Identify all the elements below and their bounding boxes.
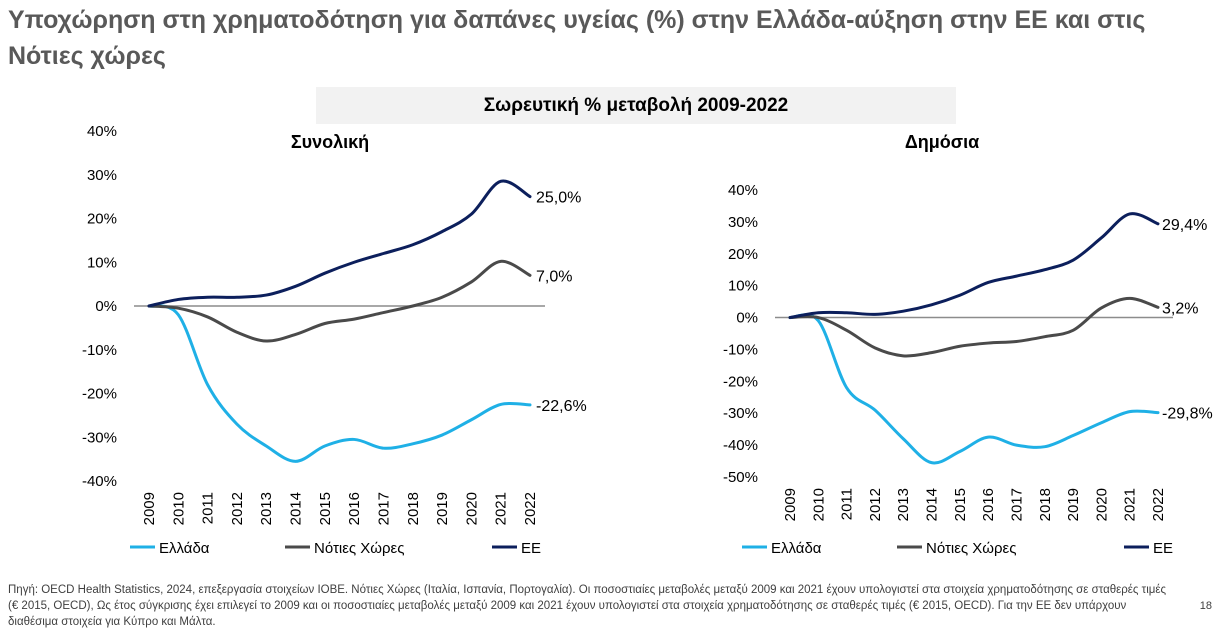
end-label-eu: 25,0%: [536, 190, 581, 207]
x-tick-label: 2017: [1008, 488, 1025, 521]
y-tick-label: 40%: [87, 123, 117, 140]
y-tick-label: 20%: [87, 211, 117, 228]
x-tick-label: 2017: [375, 492, 392, 525]
legend-label-greece: Ελλάδα: [771, 540, 822, 557]
x-tick-label: 2020: [463, 492, 480, 525]
x-tick-label: 2016: [346, 492, 363, 525]
y-tick-label: -10%: [82, 342, 117, 359]
y-tick-label: 30%: [728, 214, 758, 231]
x-tick-label: 2012: [867, 488, 884, 521]
x-tick-label: 2014: [288, 492, 305, 525]
legend-label-south: Νότιες Χώρες: [314, 540, 404, 557]
x-tick-label: 2013: [895, 488, 912, 521]
x-tick-label: 2022: [522, 492, 539, 525]
x-tick-label: 2012: [229, 492, 246, 525]
y-tick-label: -40%: [82, 473, 117, 490]
x-tick-label: 2011: [839, 488, 856, 520]
end-label-greece: -29,8%: [1162, 406, 1213, 423]
y-tick-label: 0%: [736, 310, 758, 327]
section-banner: Σωρευτική % μεταβολή 2009-2022: [316, 87, 956, 124]
x-tick-label: 2015: [952, 488, 969, 521]
slide-title: Υποχώρηση στη χρηματοδότηση για δαπάνες …: [8, 6, 1146, 70]
series-line-greece: [788, 313, 1160, 465]
x-tick-label: 2020: [1093, 488, 1110, 521]
legend-label-south: Νότιες Χώρες: [926, 540, 1016, 557]
x-tick-label: 2009: [141, 492, 158, 525]
y-tick-label: 10%: [87, 254, 117, 271]
series-line-south: [788, 296, 1160, 358]
x-tick-label: 2016: [980, 488, 997, 521]
x-tick-label: 2018: [405, 492, 422, 525]
page-number: 18: [1199, 600, 1212, 612]
x-tick-label: 2022: [1150, 488, 1167, 521]
y-tick-label: -20%: [723, 373, 758, 390]
y-tick-label: -30%: [82, 429, 117, 446]
legend-label-greece: Ελλάδα: [159, 540, 210, 557]
x-tick-label: 2009: [782, 488, 799, 521]
y-tick-label: -10%: [723, 341, 758, 358]
y-tick-label: -50%: [723, 469, 758, 486]
x-tick-label: 2010: [170, 492, 187, 525]
legend-label-eu: ΕΕ: [1153, 540, 1173, 557]
chart-title: Συνολική: [291, 132, 369, 152]
x-tick-label: 2014: [924, 488, 941, 521]
x-tick-label: 2013: [258, 492, 275, 525]
x-tick-label: 2010: [810, 488, 827, 521]
y-tick-label: 10%: [728, 278, 758, 295]
y-tick-label: 40%: [728, 182, 758, 199]
x-tick-label: 2015: [317, 492, 334, 525]
end-label-eu: 29,4%: [1162, 217, 1207, 234]
y-tick-label: -40%: [723, 437, 758, 454]
end-label-south: 3,2%: [1162, 300, 1198, 317]
y-tick-label: -20%: [82, 386, 117, 403]
x-tick-label: 2011: [200, 492, 217, 524]
x-tick-label: 2019: [434, 492, 451, 525]
x-tick-label: 2021: [493, 492, 510, 525]
series-line-eu: [788, 212, 1160, 320]
y-tick-label: 0%: [95, 298, 117, 315]
y-tick-label: 20%: [728, 246, 758, 263]
x-tick-label: 2021: [1122, 488, 1139, 521]
y-tick-label: 30%: [87, 167, 117, 184]
source-note: Πηγή: OECD Health Statistics, 2024, επεξ…: [8, 584, 1167, 628]
series-line-south: [147, 259, 532, 343]
end-label-greece: -22,6%: [536, 398, 587, 415]
x-tick-label: 2018: [1037, 488, 1054, 521]
series-line-greece: [147, 304, 532, 463]
chart-title: Δημόσια: [905, 132, 979, 152]
legend-label-eu: ΕΕ: [521, 540, 541, 557]
y-tick-label: -30%: [723, 405, 758, 422]
series-line-eu: [147, 179, 532, 308]
end-label-south: 7,0%: [536, 268, 572, 285]
x-tick-label: 2019: [1065, 488, 1082, 521]
